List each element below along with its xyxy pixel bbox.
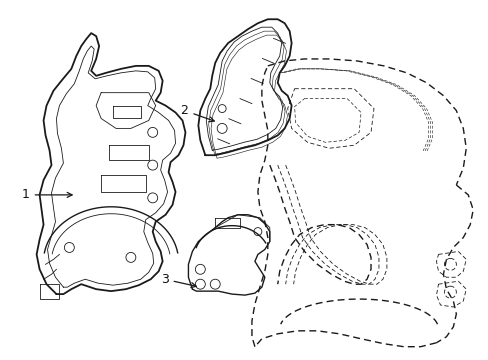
- Text: 1: 1: [22, 188, 72, 201]
- Text: 2: 2: [180, 104, 214, 122]
- Text: 3: 3: [161, 273, 196, 288]
